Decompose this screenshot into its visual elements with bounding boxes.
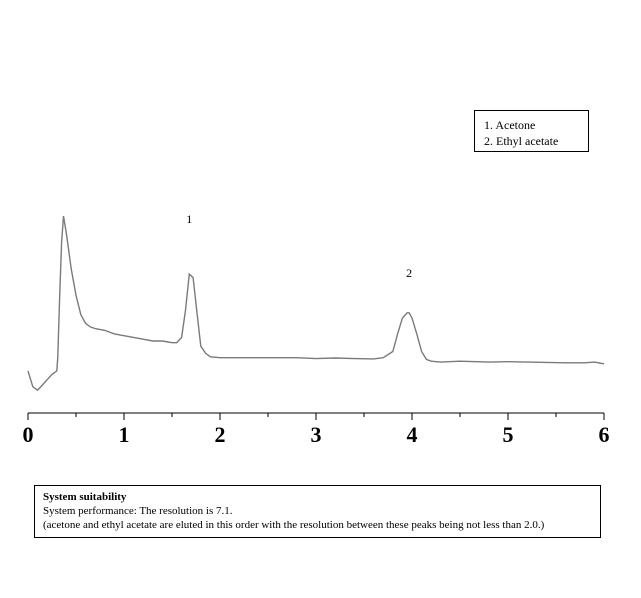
x-tick-label: 2 <box>215 422 226 447</box>
x-tick-label: 1 <box>119 422 130 447</box>
legend-item-acetone: 1. Acetone <box>484 118 536 132</box>
legend-item-ethyl-acetate: 2. Ethyl acetate <box>484 134 559 148</box>
system-suitability-box: System suitability System performance: T… <box>34 485 601 538</box>
peak-label-acetone: 1 <box>186 212 192 226</box>
chart-legend: 1. Acetone 2. Ethyl acetate <box>474 110 589 152</box>
system-suitability-title: System suitability <box>43 491 127 503</box>
x-tick-label: 3 <box>311 422 322 447</box>
peak-label-ethyl-acetate: 2 <box>406 266 412 280</box>
x-axis-ticks <box>27 413 605 420</box>
x-tick-label: 4 <box>407 422 418 447</box>
chromatogram-trace <box>27 215 605 392</box>
chromatogram-chart: 0 1 2 3 4 5 6 1 2 <box>23 212 610 447</box>
elution-order-note: (acetone and ethyl acetate are eluted in… <box>43 519 545 531</box>
x-tick-label: 6 <box>599 422 610 447</box>
x-tick-label: 0 <box>23 422 34 447</box>
x-tick-label: 5 <box>503 422 514 447</box>
x-axis-tick-labels: 0 1 2 3 4 5 6 <box>23 422 610 447</box>
system-performance-text: System performance: The resolution is 7.… <box>43 505 233 517</box>
